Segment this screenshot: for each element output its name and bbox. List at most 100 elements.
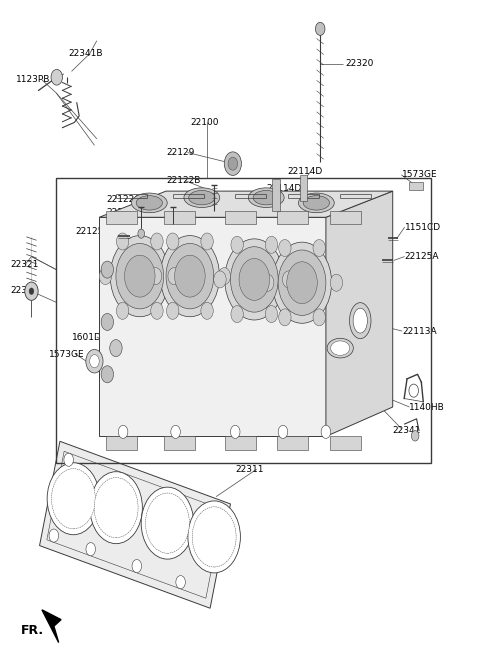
Text: 1140HB: 1140HB bbox=[409, 403, 445, 411]
Circle shape bbox=[214, 271, 226, 288]
Bar bbox=[225, 211, 256, 224]
Text: 1573GE: 1573GE bbox=[49, 350, 85, 359]
Circle shape bbox=[216, 512, 225, 526]
Bar bbox=[300, 175, 307, 201]
Circle shape bbox=[201, 302, 213, 319]
Text: 22341: 22341 bbox=[393, 426, 421, 435]
Circle shape bbox=[279, 309, 291, 326]
Circle shape bbox=[171, 425, 180, 438]
Text: FR.: FR. bbox=[21, 624, 44, 637]
Circle shape bbox=[282, 271, 295, 288]
Polygon shape bbox=[99, 217, 326, 436]
Ellipse shape bbox=[303, 196, 329, 210]
Circle shape bbox=[168, 267, 180, 284]
Text: 22341B: 22341B bbox=[68, 49, 103, 58]
Circle shape bbox=[160, 236, 219, 317]
Circle shape bbox=[313, 309, 325, 326]
Text: 22124B: 22124B bbox=[164, 195, 198, 204]
Bar bbox=[107, 211, 137, 224]
Circle shape bbox=[51, 70, 62, 85]
Circle shape bbox=[287, 261, 317, 304]
Circle shape bbox=[231, 237, 243, 253]
Bar bbox=[107, 436, 137, 449]
Text: 1123PB: 1123PB bbox=[16, 76, 50, 84]
Bar bbox=[330, 436, 361, 449]
Circle shape bbox=[99, 267, 112, 284]
Ellipse shape bbox=[253, 191, 279, 205]
Text: 22320: 22320 bbox=[345, 59, 373, 68]
Circle shape bbox=[230, 247, 278, 312]
Ellipse shape bbox=[331, 341, 350, 355]
Ellipse shape bbox=[132, 193, 167, 213]
Circle shape bbox=[321, 425, 331, 438]
Circle shape bbox=[101, 366, 114, 383]
Circle shape bbox=[188, 501, 240, 573]
Circle shape bbox=[64, 453, 73, 466]
Circle shape bbox=[278, 250, 326, 315]
Text: 1573GE: 1573GE bbox=[402, 170, 438, 179]
Circle shape bbox=[101, 261, 114, 278]
Text: 1151CD: 1151CD bbox=[405, 223, 441, 232]
Circle shape bbox=[90, 472, 143, 543]
Circle shape bbox=[224, 152, 241, 175]
Circle shape bbox=[225, 239, 284, 320]
Text: 22125A: 22125A bbox=[405, 252, 439, 261]
Ellipse shape bbox=[327, 338, 353, 358]
Bar bbox=[330, 211, 361, 224]
Text: 33095C: 33095C bbox=[95, 365, 130, 374]
Circle shape bbox=[315, 22, 325, 35]
Bar bbox=[225, 436, 256, 449]
Text: 1601DG: 1601DG bbox=[147, 380, 184, 388]
Text: 22122B: 22122B bbox=[166, 176, 201, 185]
Circle shape bbox=[218, 267, 230, 284]
Circle shape bbox=[231, 306, 243, 323]
Circle shape bbox=[230, 425, 240, 438]
Circle shape bbox=[201, 233, 213, 250]
Circle shape bbox=[116, 302, 129, 319]
Circle shape bbox=[94, 478, 138, 538]
Text: 22100: 22100 bbox=[190, 118, 218, 127]
Ellipse shape bbox=[349, 303, 371, 338]
Text: 22311: 22311 bbox=[235, 464, 264, 474]
Circle shape bbox=[141, 487, 194, 559]
Circle shape bbox=[265, 237, 278, 253]
Circle shape bbox=[110, 236, 169, 317]
Polygon shape bbox=[39, 442, 230, 608]
Polygon shape bbox=[42, 610, 61, 643]
Circle shape bbox=[47, 463, 100, 535]
Circle shape bbox=[149, 267, 162, 284]
Bar bbox=[277, 436, 308, 449]
Circle shape bbox=[273, 242, 332, 323]
Bar bbox=[56, 178, 431, 463]
Text: 1601DG: 1601DG bbox=[214, 380, 251, 388]
Circle shape bbox=[86, 543, 96, 556]
Ellipse shape bbox=[353, 308, 367, 333]
Text: 22122C: 22122C bbox=[107, 195, 141, 204]
Ellipse shape bbox=[184, 188, 220, 208]
Circle shape bbox=[166, 244, 214, 309]
Circle shape bbox=[118, 425, 128, 438]
Circle shape bbox=[175, 255, 205, 297]
Circle shape bbox=[90, 355, 99, 368]
Bar bbox=[409, 182, 423, 190]
Circle shape bbox=[25, 282, 38, 300]
Circle shape bbox=[116, 233, 129, 250]
Circle shape bbox=[101, 313, 114, 330]
Circle shape bbox=[409, 384, 419, 397]
Text: 22125C: 22125C bbox=[75, 227, 110, 236]
Bar bbox=[277, 211, 308, 224]
Text: 22124C: 22124C bbox=[107, 208, 141, 217]
Polygon shape bbox=[99, 191, 393, 217]
Text: 22113A: 22113A bbox=[402, 327, 437, 336]
Text: 22322: 22322 bbox=[10, 286, 38, 295]
Circle shape bbox=[110, 340, 122, 357]
Circle shape bbox=[313, 240, 325, 256]
Bar bbox=[164, 211, 195, 224]
Circle shape bbox=[279, 240, 291, 256]
Circle shape bbox=[138, 229, 144, 238]
Bar bbox=[164, 436, 195, 449]
Text: 22129: 22129 bbox=[166, 148, 194, 157]
Circle shape bbox=[228, 157, 238, 170]
Circle shape bbox=[265, 306, 278, 323]
Text: 22114D: 22114D bbox=[288, 167, 323, 176]
